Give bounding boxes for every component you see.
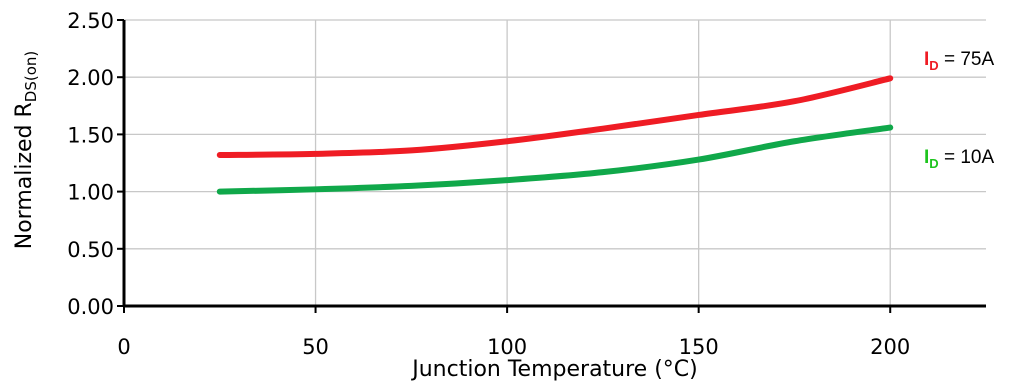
x-tick-label-2: 100 <box>487 335 527 359</box>
series-line-1 <box>216 124 894 195</box>
y-tick-label-4: 2.00 <box>67 66 114 90</box>
series-lines <box>216 75 894 195</box>
series-label-value-1: = 10A <box>939 147 995 168</box>
y-axis-title: Normalized RDS(on) <box>12 51 40 250</box>
grid-lines <box>124 19 986 306</box>
y-tick-label-3: 1.50 <box>67 123 114 147</box>
tick-marks <box>117 19 892 313</box>
series-line-0 <box>216 75 894 158</box>
y-axis-title-sub: DS(on) <box>22 51 40 102</box>
series-label-sub-1: D <box>929 156 938 171</box>
x-tick-label-4: 200 <box>870 335 910 359</box>
x-axis-title: Junction Temperature (°C) <box>410 357 697 382</box>
series-label-sub-0: D <box>929 58 938 73</box>
series-label-main-1: I <box>924 147 929 168</box>
series-label-main-0: I <box>924 49 929 70</box>
x-tick-label-3: 150 <box>679 335 719 359</box>
series-label-value-0: = 75A <box>939 49 995 70</box>
x-tick-label-0: 0 <box>117 335 130 359</box>
y-tick-label-2: 1.00 <box>67 181 114 205</box>
axes <box>122 20 986 308</box>
y-tick-label-1: 0.50 <box>67 238 114 262</box>
series-label-1: ID = 10A <box>924 147 994 171</box>
x-tick-label-1: 50 <box>302 335 329 359</box>
y-axis-title-main: Normalized R <box>12 102 37 249</box>
tick-labels: 0.00 0.50 1.00 1.50 2.00 2.50 0 50 100 150 200 <box>67 9 910 359</box>
series-label-0: ID = 75A <box>924 49 994 73</box>
y-tick-label-0: 0.00 <box>67 295 114 319</box>
y-tick-label-5: 2.50 <box>67 9 114 33</box>
